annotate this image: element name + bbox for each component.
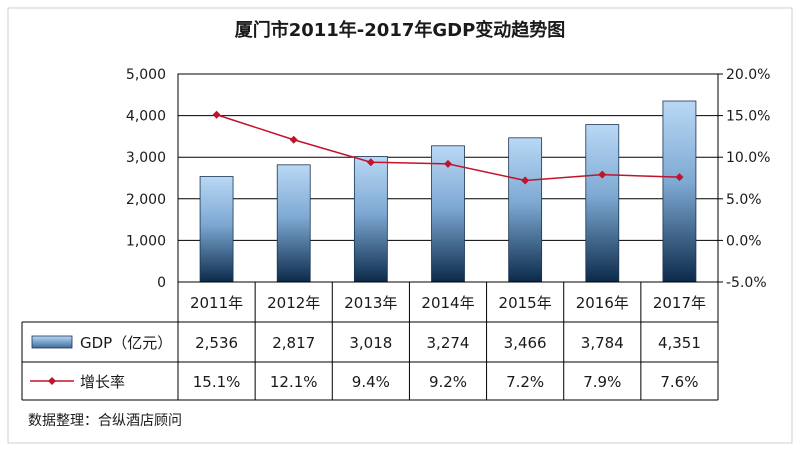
legend-gdp-swatch	[31, 335, 73, 349]
right-tick-label: 0.0%	[726, 233, 762, 249]
right-axis: -5.0% 0.0% 5.0% 10.0% 15.0% 20.0%	[718, 67, 770, 291]
category-label: 2012年	[267, 294, 320, 312]
gdp-value-cell: 2,817	[272, 334, 315, 352]
gdp-value-cell: 4,351	[658, 334, 701, 352]
growth-marker-2012年	[289, 135, 298, 144]
category-label: 2013年	[344, 294, 397, 312]
bar-2014年	[431, 145, 465, 283]
growth-value-cell: 15.1%	[193, 373, 241, 391]
right-tick-label: 5.0%	[726, 192, 762, 208]
category-label: 2011年	[190, 294, 243, 312]
bar-2015年	[508, 137, 543, 283]
growth-marker-2017年	[675, 173, 684, 182]
left-tick-label: 5,000	[126, 67, 166, 83]
growth-value-cell: 12.1%	[270, 373, 318, 391]
bar-2016年	[585, 124, 620, 283]
left-tick-label: 3,000	[126, 150, 166, 166]
growth-value-cell: 9.2%	[429, 373, 467, 391]
gdp-value-cell: 3,274	[427, 334, 470, 352]
growth-value-cell: 9.4%	[352, 373, 390, 391]
source-note: 数据整理：合纵酒店顾问	[28, 413, 182, 429]
legend-growth-swatch-marker	[48, 377, 56, 385]
growth-marker-2013年	[366, 158, 375, 167]
legend-growth-label: 增长率	[80, 373, 125, 391]
left-tick-label: 2,000	[126, 192, 166, 208]
growth-marker-2016年	[598, 170, 607, 179]
gdp-value-cell: 3,018	[349, 334, 392, 352]
gdp-value-cell: 3,784	[581, 334, 624, 352]
right-tick-label: 10.0%	[726, 150, 770, 166]
category-label: 2017年	[653, 294, 706, 312]
growth-line	[212, 110, 684, 185]
category-label: 2016年	[576, 294, 629, 312]
bars	[199, 100, 697, 283]
category-label: 2015年	[499, 294, 552, 312]
bar-2012年	[276, 164, 311, 283]
left-tick-label: 4,000	[126, 109, 166, 125]
left-tick-label: 0	[157, 275, 166, 291]
left-axis: 0 1,000 2,000 3,000 4,000 5,000	[126, 67, 166, 291]
growth-value-cell: 7.6%	[660, 373, 698, 391]
bar-2017年	[662, 100, 697, 283]
outer-border	[7, 7, 793, 444]
bar-2013年	[353, 156, 388, 283]
chart-title: 厦门市2011年-2017年GDP变动趋势图	[235, 19, 566, 41]
growth-marker-2011年	[212, 110, 221, 119]
right-tick-label: -5.0%	[726, 275, 767, 291]
category-label: 2014年	[421, 294, 474, 312]
growth-value-cell: 7.2%	[506, 373, 544, 391]
right-tick-label: 20.0%	[726, 67, 770, 83]
gdp-value-cell: 3,466	[504, 334, 547, 352]
left-tick-label: 1,000	[126, 233, 166, 249]
growth-marker-2015年	[521, 176, 530, 185]
data-table: 2011年 2012年 2013年 2014年 2015年 2016年 2017年 GDP（亿…	[21, 281, 719, 401]
growth-value-cell: 7.9%	[583, 373, 621, 391]
gdp-value-cell: 2,536	[195, 334, 238, 352]
legend-gdp-label: GDP（亿元）	[80, 334, 172, 352]
right-tick-label: 15.0%	[726, 109, 770, 125]
growth-marker-2014年	[444, 159, 452, 168]
bar-2011年	[199, 176, 234, 283]
